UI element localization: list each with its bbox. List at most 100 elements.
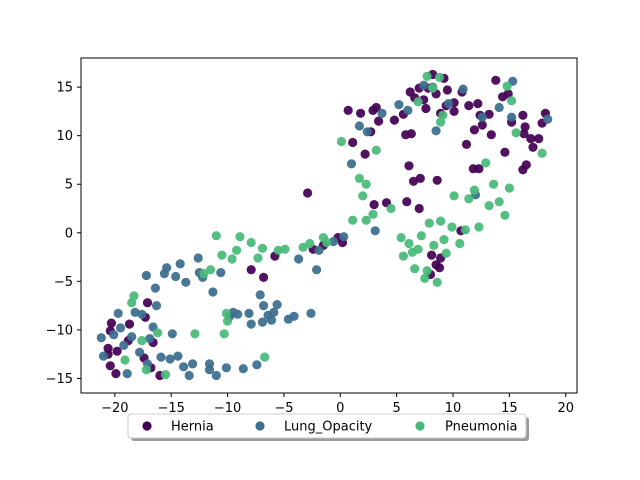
data-point-lung-opacity xyxy=(135,347,145,357)
data-point-lung-opacity xyxy=(419,80,429,90)
data-point-pneumonia xyxy=(441,248,451,258)
data-point-pneumonia xyxy=(153,328,163,338)
data-point-lung-opacity xyxy=(314,245,324,255)
data-point-pneumonia xyxy=(120,355,130,365)
data-point-lung-opacity xyxy=(370,226,380,236)
data-point-lung-opacity xyxy=(259,301,269,311)
data-point-pneumonia xyxy=(368,209,378,219)
data-point-hernia xyxy=(105,361,115,371)
data-point-pneumonia xyxy=(358,191,368,201)
x-tick-label: 20 xyxy=(557,401,574,416)
data-point-pneumonia xyxy=(160,370,171,380)
data-point-hernia xyxy=(449,106,459,116)
data-point-hernia xyxy=(519,129,529,139)
data-point-lung-opacity xyxy=(233,309,243,319)
data-point-hernia xyxy=(360,149,370,159)
y-tick-label: 5 xyxy=(65,178,73,193)
data-point-hernia xyxy=(414,203,424,214)
data-point-hernia xyxy=(303,188,313,198)
data-point-hernia xyxy=(491,75,501,85)
legend-label-hernia: Hernia xyxy=(171,420,214,435)
y-tick-label: −10 xyxy=(46,323,73,338)
x-tick-label: 5 xyxy=(392,401,400,416)
data-point-pneumonia xyxy=(474,222,484,232)
x-tick-label: −5 xyxy=(274,401,293,416)
data-point-pneumonia xyxy=(502,81,512,91)
data-point-hernia xyxy=(405,87,415,97)
data-point-hernia xyxy=(432,175,442,185)
data-point-pneumonia xyxy=(199,269,209,279)
data-point-hernia xyxy=(521,160,531,170)
data-point-lung-opacity xyxy=(431,126,441,136)
data-point-lung-opacity xyxy=(306,308,316,318)
x-tick-label: 0 xyxy=(336,401,344,416)
data-point-pneumonia xyxy=(137,336,147,346)
data-point-pneumonia xyxy=(504,183,514,193)
data-point-pneumonia xyxy=(141,365,151,375)
data-point-lung-opacity xyxy=(443,99,454,109)
data-point-pneumonia xyxy=(460,225,470,235)
data-point-lung-opacity xyxy=(141,270,151,281)
data-point-pneumonia xyxy=(253,253,263,263)
data-point-pneumonia xyxy=(354,173,364,183)
data-point-lung-opacity xyxy=(543,114,553,124)
data-point-pneumonia xyxy=(434,72,445,82)
y-tick-label: 15 xyxy=(56,81,73,96)
data-point-hernia xyxy=(528,142,538,152)
data-point-lung-opacity xyxy=(354,121,364,131)
data-point-lung-opacity xyxy=(162,263,172,273)
data-point-hernia xyxy=(464,101,474,111)
data-point-pneumonia xyxy=(404,238,414,249)
y-tick-label: 0 xyxy=(65,226,73,241)
data-point-pneumonia xyxy=(436,216,446,226)
data-point-pneumonia xyxy=(455,238,465,249)
data-point-lung-opacity xyxy=(151,301,162,311)
data-point-pneumonia xyxy=(371,145,381,155)
data-point-lung-opacity xyxy=(122,369,132,379)
data-point-lung-opacity xyxy=(255,290,265,300)
legend-label-lung-opacity: Lung_Opacity xyxy=(284,420,373,435)
data-point-hernia xyxy=(343,105,353,115)
data-point-lung-opacity xyxy=(113,308,123,318)
data-point-pneumonia xyxy=(398,251,408,261)
data-point-lung-opacity xyxy=(266,315,277,325)
data-point-pneumonia xyxy=(361,179,371,189)
data-point-lung-opacity xyxy=(216,268,226,278)
x-tick-label: 10 xyxy=(445,401,462,416)
legend-marker-pneumonia xyxy=(415,421,425,431)
y-tick-label: 10 xyxy=(56,129,73,144)
legend-box xyxy=(127,413,527,439)
data-point-pneumonia xyxy=(396,233,406,243)
data-point-lung-opacity xyxy=(246,319,256,329)
data-point-hernia xyxy=(434,263,445,273)
data-point-lung-opacity xyxy=(165,354,175,364)
data-point-pneumonia xyxy=(410,264,420,274)
data-point-lung-opacity xyxy=(458,84,468,94)
data-point-hernia xyxy=(374,116,384,126)
data-point-lung-opacity xyxy=(272,300,282,310)
data-point-lung-opacity xyxy=(109,330,119,340)
data-point-pneumonia xyxy=(413,244,423,254)
data-point-lung-opacity xyxy=(171,271,181,282)
data-point-hernia xyxy=(371,102,381,113)
data-point-lung-opacity xyxy=(208,287,218,297)
data-point-lung-opacity xyxy=(294,254,304,264)
data-point-pneumonia xyxy=(422,71,432,81)
data-point-hernia xyxy=(111,369,121,379)
data-point-lung-opacity xyxy=(211,370,221,381)
data-point-hernia xyxy=(520,122,530,132)
data-point-pneumonia xyxy=(361,215,371,225)
data-point-pneumonia xyxy=(221,308,231,318)
data-point-lung-opacity xyxy=(362,127,372,137)
data-point-lung-opacity xyxy=(394,100,404,110)
data-point-hernia xyxy=(503,89,513,99)
data-point-pneumonia xyxy=(447,222,457,232)
data-point-pneumonia xyxy=(489,179,499,189)
legend-label-pneumonia: Pneumonia xyxy=(445,420,518,435)
data-point-pneumonia xyxy=(280,244,290,254)
data-point-lung-opacity xyxy=(312,265,322,275)
data-point-lung-opacity xyxy=(173,351,183,361)
data-point-hernia xyxy=(486,130,496,140)
